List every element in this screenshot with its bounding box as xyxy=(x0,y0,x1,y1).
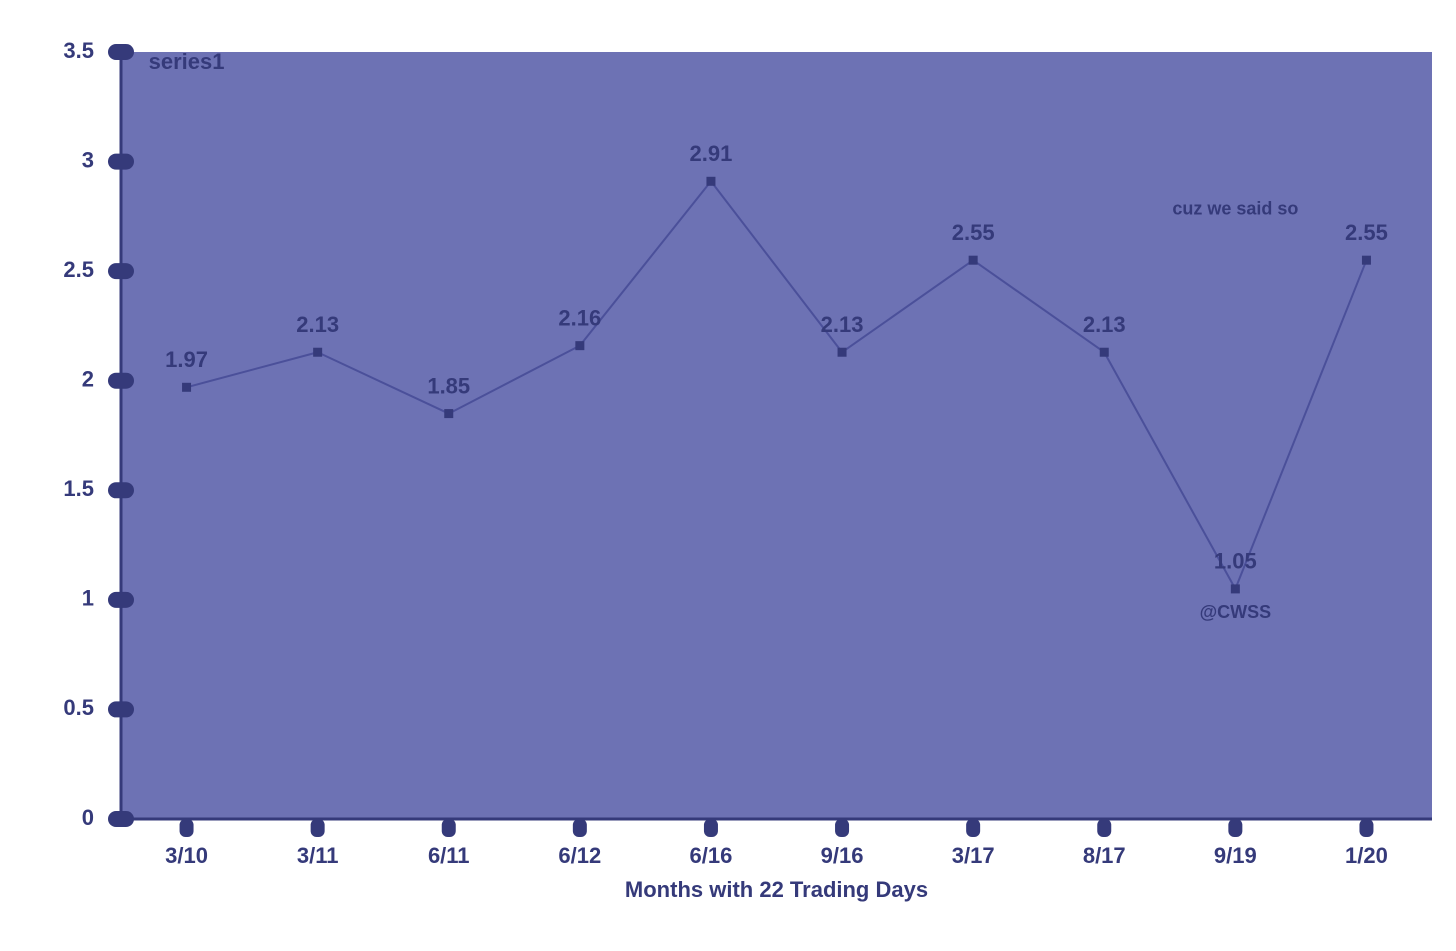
y-tick-nub xyxy=(108,263,134,279)
y-tick-label: 1.5 xyxy=(63,476,94,501)
y-tick-nub xyxy=(108,811,134,827)
y-tick-label: 3 xyxy=(82,147,94,172)
series-value-label: 1.85 xyxy=(427,373,470,398)
x-tick-label: 3/10 xyxy=(165,843,208,868)
series-marker xyxy=(575,341,584,350)
series-marker xyxy=(1231,584,1240,593)
x-tick-label: 9/19 xyxy=(1214,843,1257,868)
chart-svg: 3.5 3 2.5 2 1.5 1 0.5 0 3/10 3/11 6/11 6/12 6/16 9/16… xyxy=(0,0,1456,951)
x-tick-label: 6/16 xyxy=(690,843,733,868)
x-tick-label: 8/17 xyxy=(1083,843,1126,868)
series-marker xyxy=(969,256,978,265)
x-tick-nub xyxy=(311,819,325,837)
series-marker xyxy=(1362,256,1371,265)
x-tick-nub xyxy=(704,819,718,837)
series-marker xyxy=(182,383,191,392)
series-value-label: 1.05 xyxy=(1214,549,1257,574)
chart-root: 3.5 3 2.5 2 1.5 1 0.5 0 3/10 3/11 6/11 6/12 6/16 9/16… xyxy=(0,0,1456,951)
brand-top-text: cuz we said so xyxy=(1172,199,1298,219)
series-value-label: 2.13 xyxy=(821,312,864,337)
y-tick-label: 2 xyxy=(82,367,94,392)
x-tick-label: 6/12 xyxy=(558,843,601,868)
x-tick-label: 3/17 xyxy=(952,843,995,868)
x-tick-label: 9/16 xyxy=(821,843,864,868)
series-legend-label: series1 xyxy=(149,49,225,74)
x-tick-nub xyxy=(1228,819,1242,837)
brand-bottom-text: @CWSS xyxy=(1200,602,1272,622)
series-marker xyxy=(313,348,322,357)
series-value-label: 2.55 xyxy=(1345,220,1388,245)
x-tick-nub xyxy=(1359,819,1373,837)
series-marker xyxy=(444,409,453,418)
series-value-label: 2.55 xyxy=(952,220,995,245)
y-tick-label: 0.5 xyxy=(63,695,94,720)
y-tick-nub xyxy=(108,701,134,717)
x-tick-nub xyxy=(966,819,980,837)
x-tick-label: 1/20 xyxy=(1345,843,1388,868)
y-tick-nub xyxy=(108,482,134,498)
y-tick-label: 2.5 xyxy=(63,257,94,282)
series-marker xyxy=(1100,348,1109,357)
y-tick-nub xyxy=(108,592,134,608)
y-tick-label: 3.5 xyxy=(63,38,94,63)
x-tick-nub xyxy=(442,819,456,837)
series-value-label: 2.13 xyxy=(1083,312,1126,337)
y-tick-nub xyxy=(108,154,134,170)
series-marker xyxy=(706,177,715,186)
y-tick-nub xyxy=(108,44,134,60)
x-tick-label: 6/11 xyxy=(428,843,470,868)
series-value-label: 1.97 xyxy=(165,347,208,372)
series-value-label: 2.16 xyxy=(558,305,601,330)
x-tick-nub xyxy=(835,819,849,837)
y-tick-label: 1 xyxy=(82,586,94,611)
series-value-label: 2.91 xyxy=(690,141,733,166)
plot-area xyxy=(121,52,1432,819)
series-marker xyxy=(838,348,847,357)
series-value-label: 2.13 xyxy=(296,312,339,337)
x-axis-title: Months with 22 Trading Days xyxy=(625,877,928,902)
y-tick-nub xyxy=(108,373,134,389)
x-tick-nub xyxy=(180,819,194,837)
y-tick-label: 0 xyxy=(82,805,94,830)
x-tick-nub xyxy=(573,819,587,837)
x-tick-label: 3/11 xyxy=(297,843,339,868)
x-tick-nub xyxy=(1097,819,1111,837)
